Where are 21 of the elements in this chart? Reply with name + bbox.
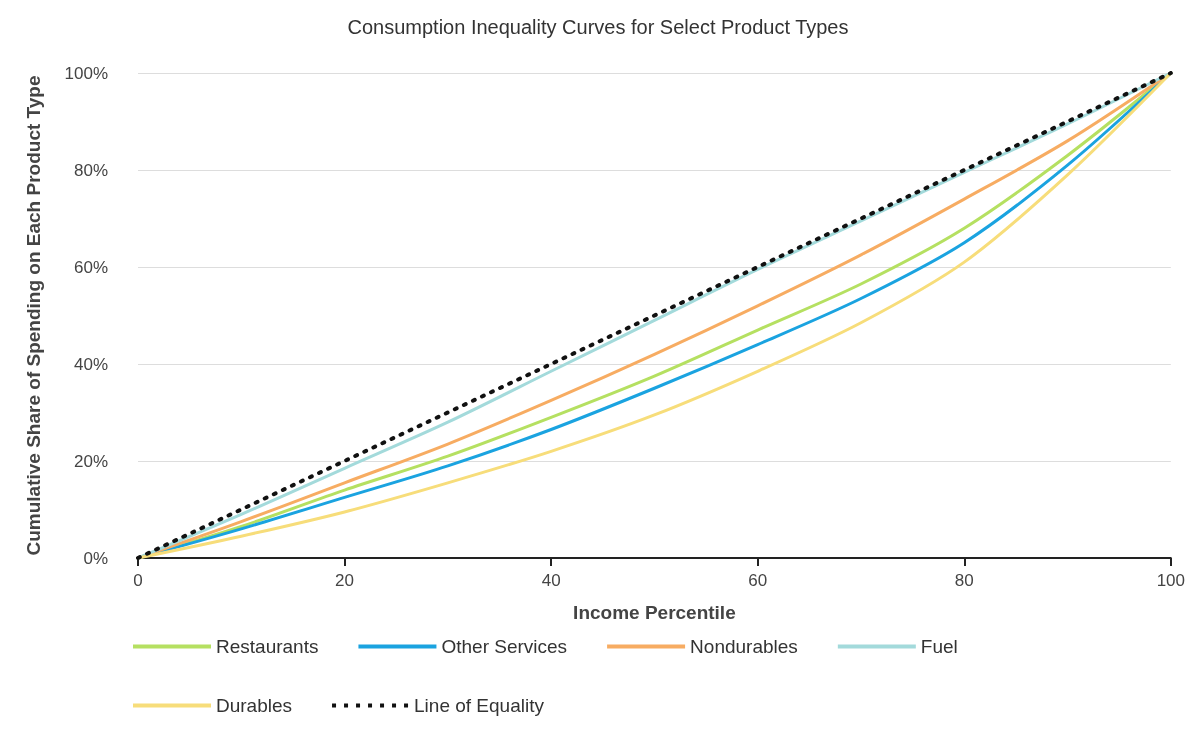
y-tick-label: 20% — [73, 451, 108, 471]
y-tick-label: 40% — [73, 354, 108, 374]
x-tick-label: 0 — [133, 571, 143, 590]
x-tick-label: 40 — [541, 571, 561, 590]
y-tick-label: 80% — [73, 160, 108, 180]
x-axis-title: Income Percentile — [573, 602, 736, 623]
x-tick-label: 100 — [1156, 571, 1186, 590]
x-tick-label: 60 — [748, 571, 768, 590]
y-tick-label: 100% — [64, 63, 108, 83]
x-tick-label: 80 — [954, 571, 974, 590]
legend-label: Fuel — [920, 636, 958, 657]
chart-title: Consumption Inequality Curves for Select Product Types — [347, 16, 849, 38]
y-axis-title: Cumulative Share of Spending on Each Product Type — [23, 75, 44, 556]
x-tick-label: 20 — [335, 571, 355, 590]
legend-label: Nondurables — [690, 636, 798, 657]
legend-label: Durables — [216, 695, 293, 716]
legend-label: Line of Equality — [414, 695, 545, 716]
y-tick-label: 60% — [73, 257, 108, 277]
legend-label: Restaurants — [216, 636, 319, 657]
legend-label: Other Services — [441, 636, 568, 657]
y-tick-label: 0% — [83, 548, 108, 568]
